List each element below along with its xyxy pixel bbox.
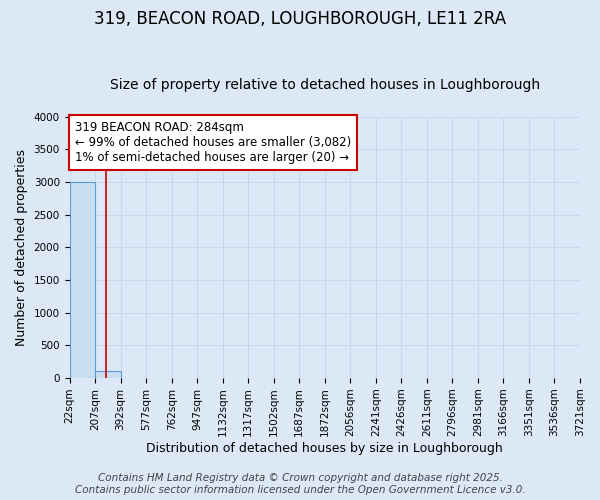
Y-axis label: Number of detached properties: Number of detached properties xyxy=(15,149,28,346)
Text: 319 BEACON ROAD: 284sqm
← 99% of detached houses are smaller (3,082)
1% of semi-: 319 BEACON ROAD: 284sqm ← 99% of detache… xyxy=(74,120,351,164)
Text: 319, BEACON ROAD, LOUGHBOROUGH, LE11 2RA: 319, BEACON ROAD, LOUGHBOROUGH, LE11 2RA xyxy=(94,10,506,28)
X-axis label: Distribution of detached houses by size in Loughborough: Distribution of detached houses by size … xyxy=(146,442,503,455)
Bar xyxy=(70,182,95,378)
Text: Contains HM Land Registry data © Crown copyright and database right 2025.
Contai: Contains HM Land Registry data © Crown c… xyxy=(74,474,526,495)
Bar xyxy=(95,372,121,378)
Title: Size of property relative to detached houses in Loughborough: Size of property relative to detached ho… xyxy=(110,78,540,92)
